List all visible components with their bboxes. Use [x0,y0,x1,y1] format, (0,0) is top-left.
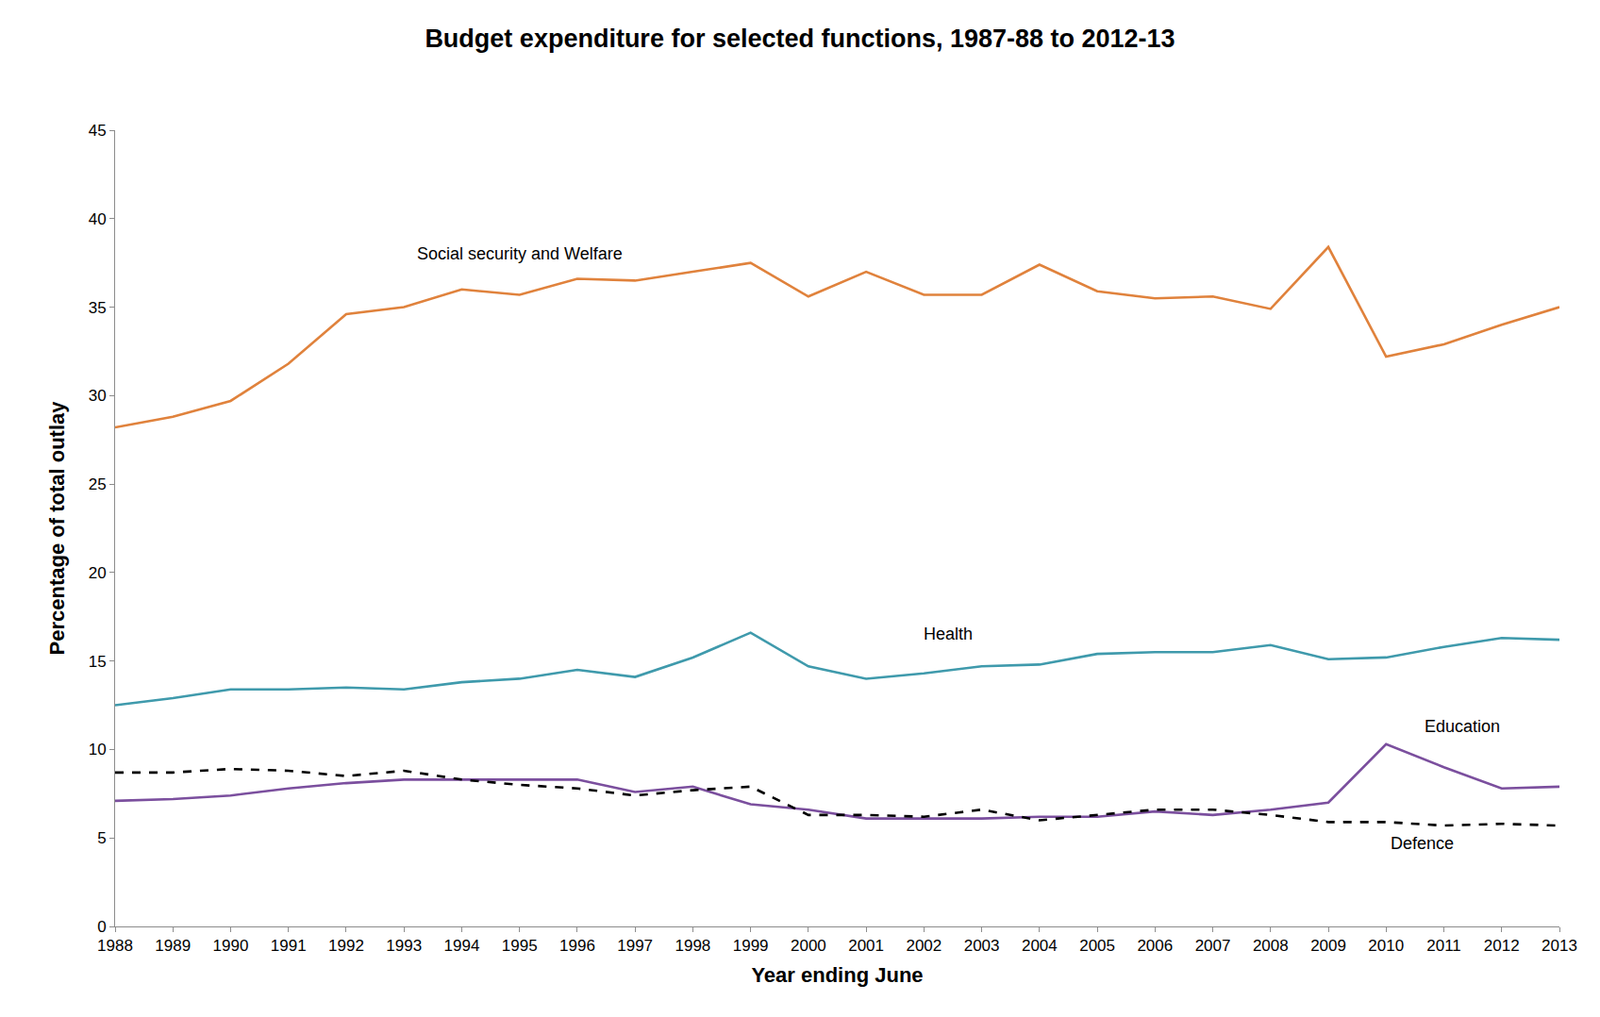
svg-text:1995: 1995 [501,936,538,955]
svg-text:2012: 2012 [1483,936,1520,955]
svg-text:2003: 2003 [964,936,1000,955]
svg-text:Social security and Welfare: Social security and Welfare [416,244,623,264]
svg-text:1990: 1990 [213,936,250,955]
svg-text:25: 25 [88,475,107,494]
svg-text:35: 35 [88,299,107,317]
svg-text:5: 5 [97,829,106,848]
svg-text:2008: 2008 [1252,936,1289,955]
svg-text:2004: 2004 [1021,936,1058,955]
svg-text:30: 30 [88,386,107,405]
svg-text:Health: Health [923,624,973,644]
svg-text:2005: 2005 [1079,936,1116,955]
svg-text:2000: 2000 [790,936,827,955]
svg-text:1988: 1988 [97,936,134,955]
svg-text:2001: 2001 [848,936,884,955]
svg-text:45: 45 [88,121,107,140]
svg-text:Education: Education [1424,716,1500,736]
svg-text:Budget expenditure for selecte: Budget expenditure for selected function… [424,24,1175,53]
svg-text:Defence: Defence [1390,833,1454,853]
svg-text:Percentage of total outlay: Percentage of total outlay [45,400,69,656]
svg-text:1996: 1996 [559,936,596,955]
svg-text:2013: 2013 [1541,936,1578,955]
svg-text:2007: 2007 [1195,936,1232,955]
svg-text:10: 10 [88,740,107,759]
svg-text:1994: 1994 [444,936,481,955]
svg-text:1991: 1991 [270,936,307,955]
svg-text:1993: 1993 [385,936,422,955]
svg-text:1997: 1997 [616,936,653,955]
svg-text:1998: 1998 [674,936,711,955]
svg-text:2006: 2006 [1136,936,1173,955]
svg-text:40: 40 [88,210,107,229]
svg-text:2009: 2009 [1310,936,1347,955]
svg-text:1989: 1989 [154,936,191,955]
svg-text:1992: 1992 [328,936,365,955]
svg-text:Year ending June: Year ending June [750,963,923,987]
svg-text:2010: 2010 [1367,936,1404,955]
svg-text:0: 0 [97,917,106,936]
svg-text:2002: 2002 [905,936,942,955]
svg-text:15: 15 [88,652,107,671]
svg-text:1999: 1999 [733,936,769,955]
svg-text:2011: 2011 [1426,936,1462,955]
svg-text:20: 20 [88,564,107,583]
